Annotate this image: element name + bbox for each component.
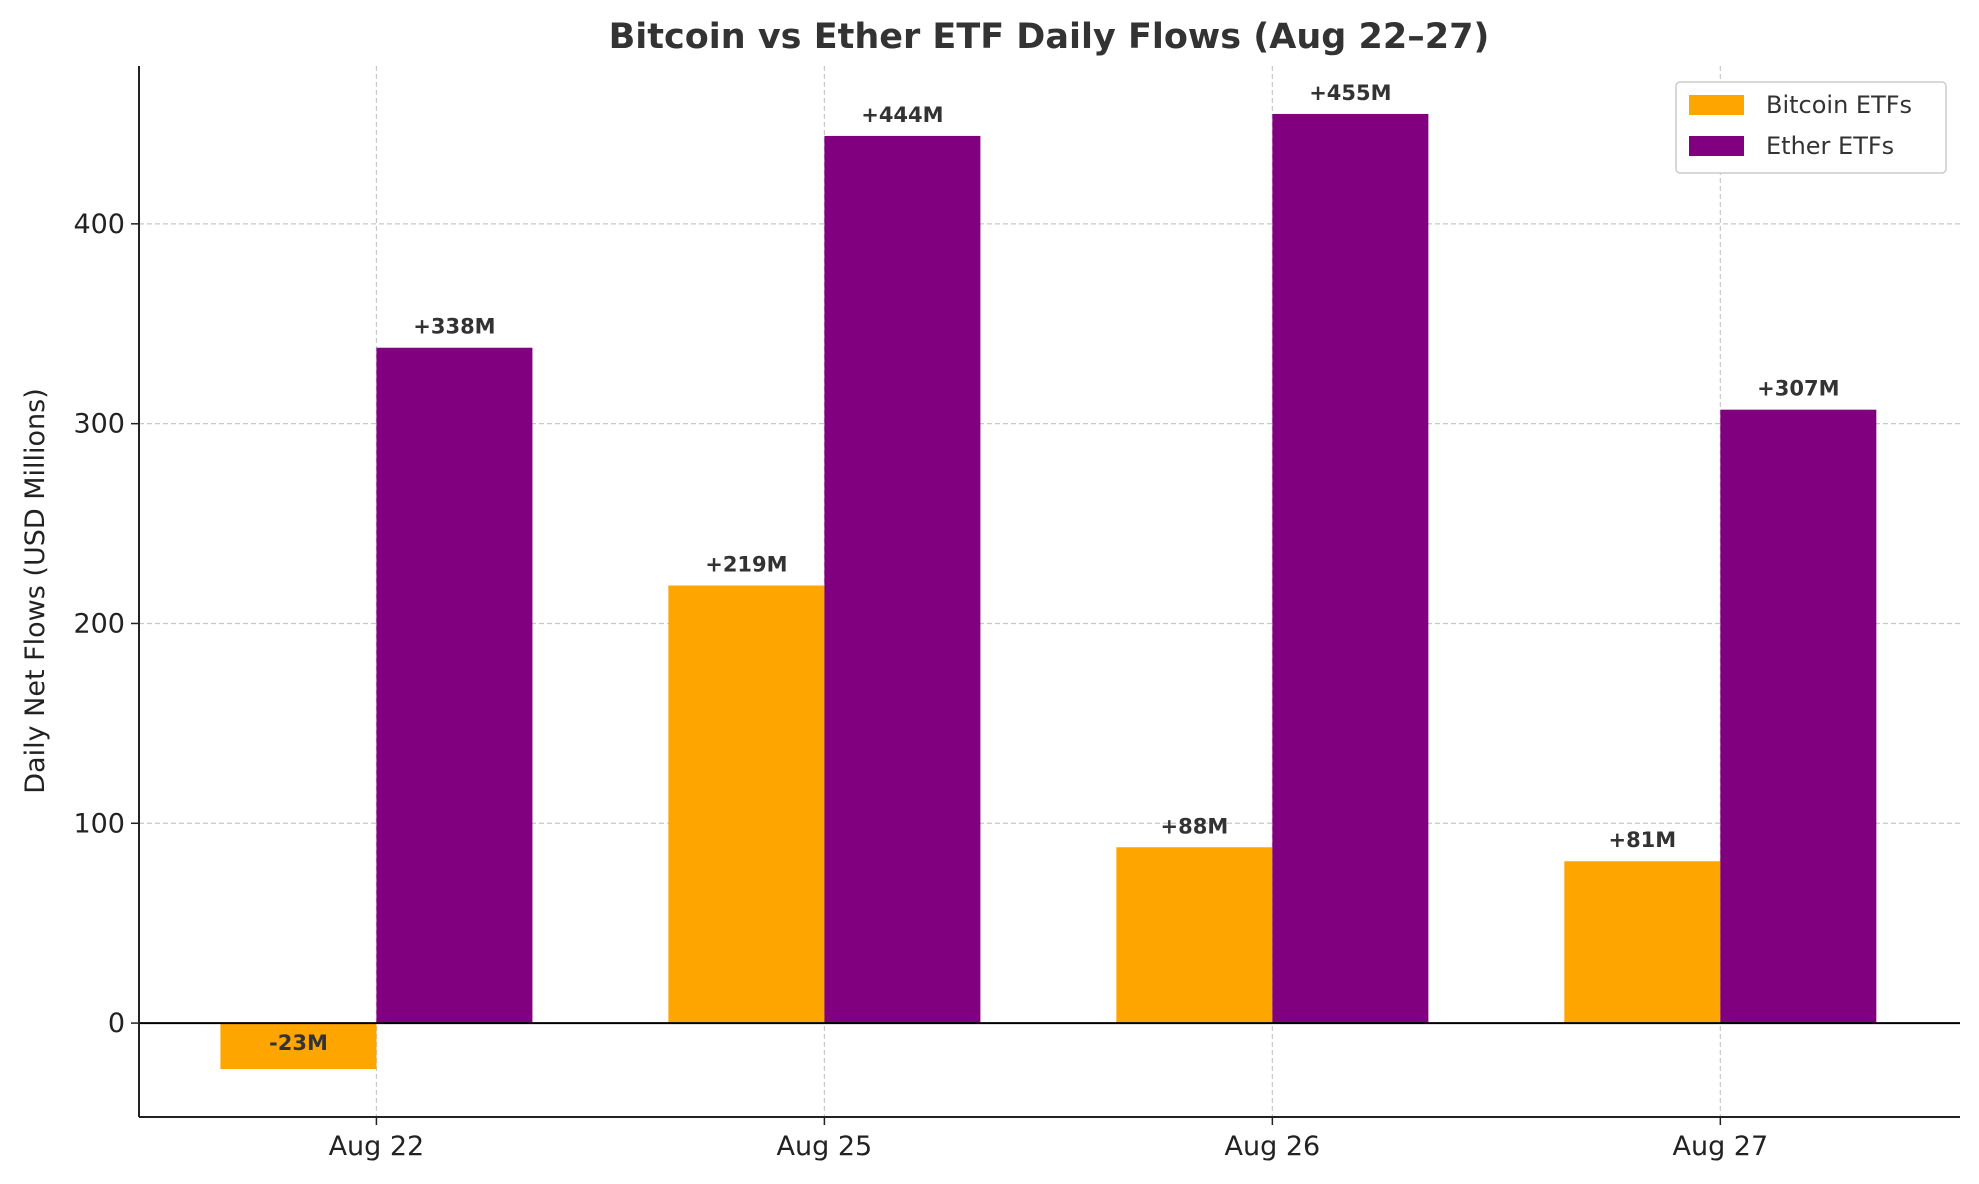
bar-ether (1272, 113, 1429, 1024)
axes: 0 100 200 300 400 Aug 22 Aug 25 Aug 26 Aug 27 (73, 66, 1960, 1162)
data-label: +455M (1309, 81, 1391, 105)
y-tick-label: 400 (73, 209, 125, 240)
legend-swatch-bitcoin (1689, 95, 1744, 115)
y-axis-label: Daily Net Flows (USD Millions) (20, 388, 51, 794)
bar-ether (824, 135, 981, 1024)
y-tick-label: 0 (108, 1008, 125, 1039)
bar-ether (1720, 409, 1877, 1024)
legend: Bitcoin ETFs Ether ETFs (1675, 81, 1947, 174)
x-tick-label: Aug 22 (329, 1131, 425, 1162)
x-tick-label: Aug 27 (1672, 1131, 1768, 1162)
data-label: +444M (861, 103, 943, 127)
bars: -23M +219M +88M +81M +338M +444M +455M +307M (220, 81, 1877, 1070)
bar-bitcoin (668, 585, 825, 1024)
legend-label-bitcoin: Bitcoin ETFs (1766, 91, 1912, 119)
data-label: +81M (1608, 828, 1676, 852)
x-tick-label: Aug 25 (777, 1131, 873, 1162)
data-label: +219M (705, 553, 787, 577)
chart-title: Bitcoin vs Ether ETF Daily Flows (Aug 22… (609, 17, 1490, 57)
x-tick-label: Aug 26 (1225, 1131, 1321, 1162)
y-tick-label: 300 (73, 409, 125, 440)
bar-ether (376, 347, 533, 1024)
y-tick-label: 200 (73, 608, 125, 639)
data-label: +307M (1757, 377, 1839, 401)
data-label: +88M (1161, 814, 1229, 838)
bar-bitcoin (1564, 861, 1721, 1024)
data-label: +338M (413, 315, 495, 339)
bar-bitcoin (1116, 847, 1273, 1024)
y-tick-label: 100 (73, 808, 125, 839)
legend-swatch-ether (1689, 136, 1744, 156)
data-label: -23M (269, 1031, 328, 1055)
bar-bitcoin (220, 1023, 377, 1070)
legend-label-ether: Ether ETFs (1766, 132, 1894, 160)
